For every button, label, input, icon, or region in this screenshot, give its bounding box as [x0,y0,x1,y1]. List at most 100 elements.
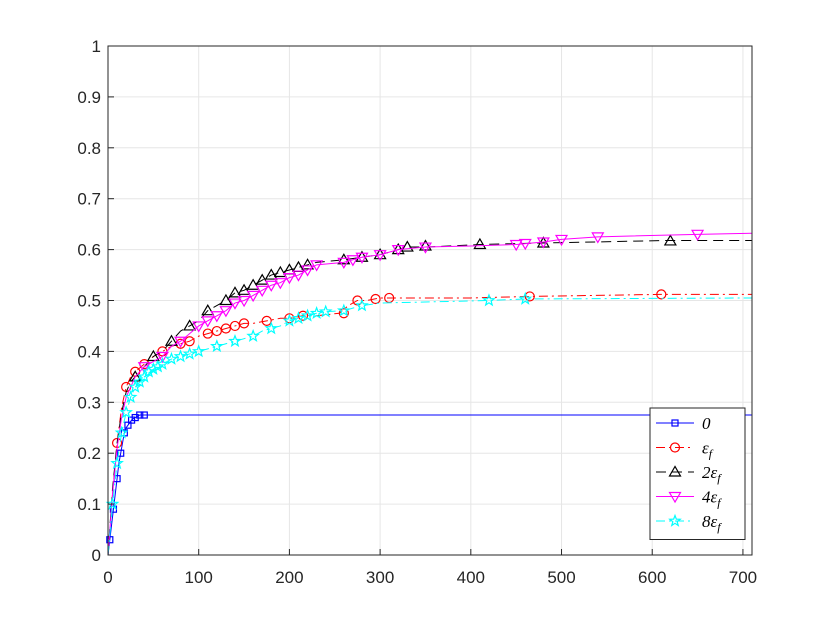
y-tick-label: 0 [92,546,101,565]
data-point [151,359,165,373]
data-point [228,334,242,348]
data-point [282,313,297,327]
data-point [117,449,125,457]
data-point [141,364,156,378]
data-point [554,234,569,247]
data-point [318,304,333,318]
data-point [400,240,414,252]
data-point [124,421,132,429]
data-point [246,328,261,342]
legend-marker [668,491,682,504]
data-point [418,239,433,251]
legend-label: 8εf [702,512,722,534]
data-point [273,265,287,278]
data-point [210,311,224,323]
y-tick-label: 0.2 [77,444,101,463]
data-point [656,289,667,300]
data-point [209,339,224,353]
x-tick-label: 0 [103,568,112,587]
legend-label: 2εf [702,463,722,485]
x-tick-label: 100 [185,568,213,587]
data-point [518,291,533,305]
data-point [201,316,215,328]
data-point [146,349,160,362]
data-point [264,280,278,292]
data-point [219,293,233,306]
legend-marker [669,442,681,453]
data-point [273,278,287,290]
y-tick-label: 1 [92,37,101,56]
data-point [211,325,222,337]
x-tick-label: 700 [729,568,757,587]
data-point [114,425,129,439]
y-tick-label: 0.8 [77,139,101,158]
data-point [291,270,306,282]
data-point [355,252,369,264]
y-tick-label: 0.1 [77,495,101,514]
data-point [338,308,349,319]
legend-marker [671,419,679,427]
data-point [229,320,241,332]
data-point [524,291,535,302]
data-point [261,315,272,326]
data-point [164,334,179,346]
data-point [509,239,523,252]
data-point [105,496,120,510]
data-point [237,295,251,308]
data-point [473,237,487,250]
axis-ticks: 0 100 200 300 400 500 600 700 0 0.1 0.2 0.3 0.4 0.5 0.… [77,37,757,587]
data-point [663,234,677,246]
data-point [282,272,296,285]
data-point [123,389,138,404]
data-point [192,321,206,333]
data-point [110,456,124,470]
legend-label: 4εf [702,488,722,510]
y-tick-label: 0.9 [77,88,101,107]
data-point [370,293,381,305]
data-point [219,306,233,318]
data-point [301,258,315,270]
legend-entry: εf [656,439,714,461]
data-point [310,260,324,272]
data-point [336,303,351,317]
legend-marker [668,465,682,477]
data-point [136,411,144,419]
legend-entry: 8εf [656,512,722,534]
y-tick-label: 0.4 [77,342,101,361]
data-point [164,351,179,365]
legend-entry: 4εf [656,488,722,510]
data-point [264,268,278,280]
data-point [291,311,306,325]
y-tick-label: 0.6 [77,241,101,260]
data-point [355,298,369,312]
data-point [297,310,309,321]
data-point [264,321,279,335]
x-tick-label: 400 [457,568,485,587]
data-point [119,405,134,419]
data-point [691,229,705,242]
y-tick-label: 0.7 [77,190,101,209]
data-point [228,286,242,298]
data-point [238,318,250,329]
legend-label: εf [702,439,714,461]
data-point [202,328,213,339]
data-point [228,298,242,310]
data-point [182,346,197,360]
data-point [591,232,605,244]
data-point [174,336,188,348]
data-point [173,349,188,363]
y-tick-label: 0.3 [77,393,101,412]
data-point [391,245,405,257]
x-tick-label: 500 [547,568,575,587]
data-point [418,242,433,254]
x-tick-label: 200 [275,568,303,587]
data-point [300,308,315,322]
data-point [337,253,351,265]
data-point [255,285,269,298]
data-point [346,255,360,267]
x-tick-label: 300 [366,568,394,587]
series-layer [105,229,753,556]
y-tick-label: 0.5 [77,292,101,311]
